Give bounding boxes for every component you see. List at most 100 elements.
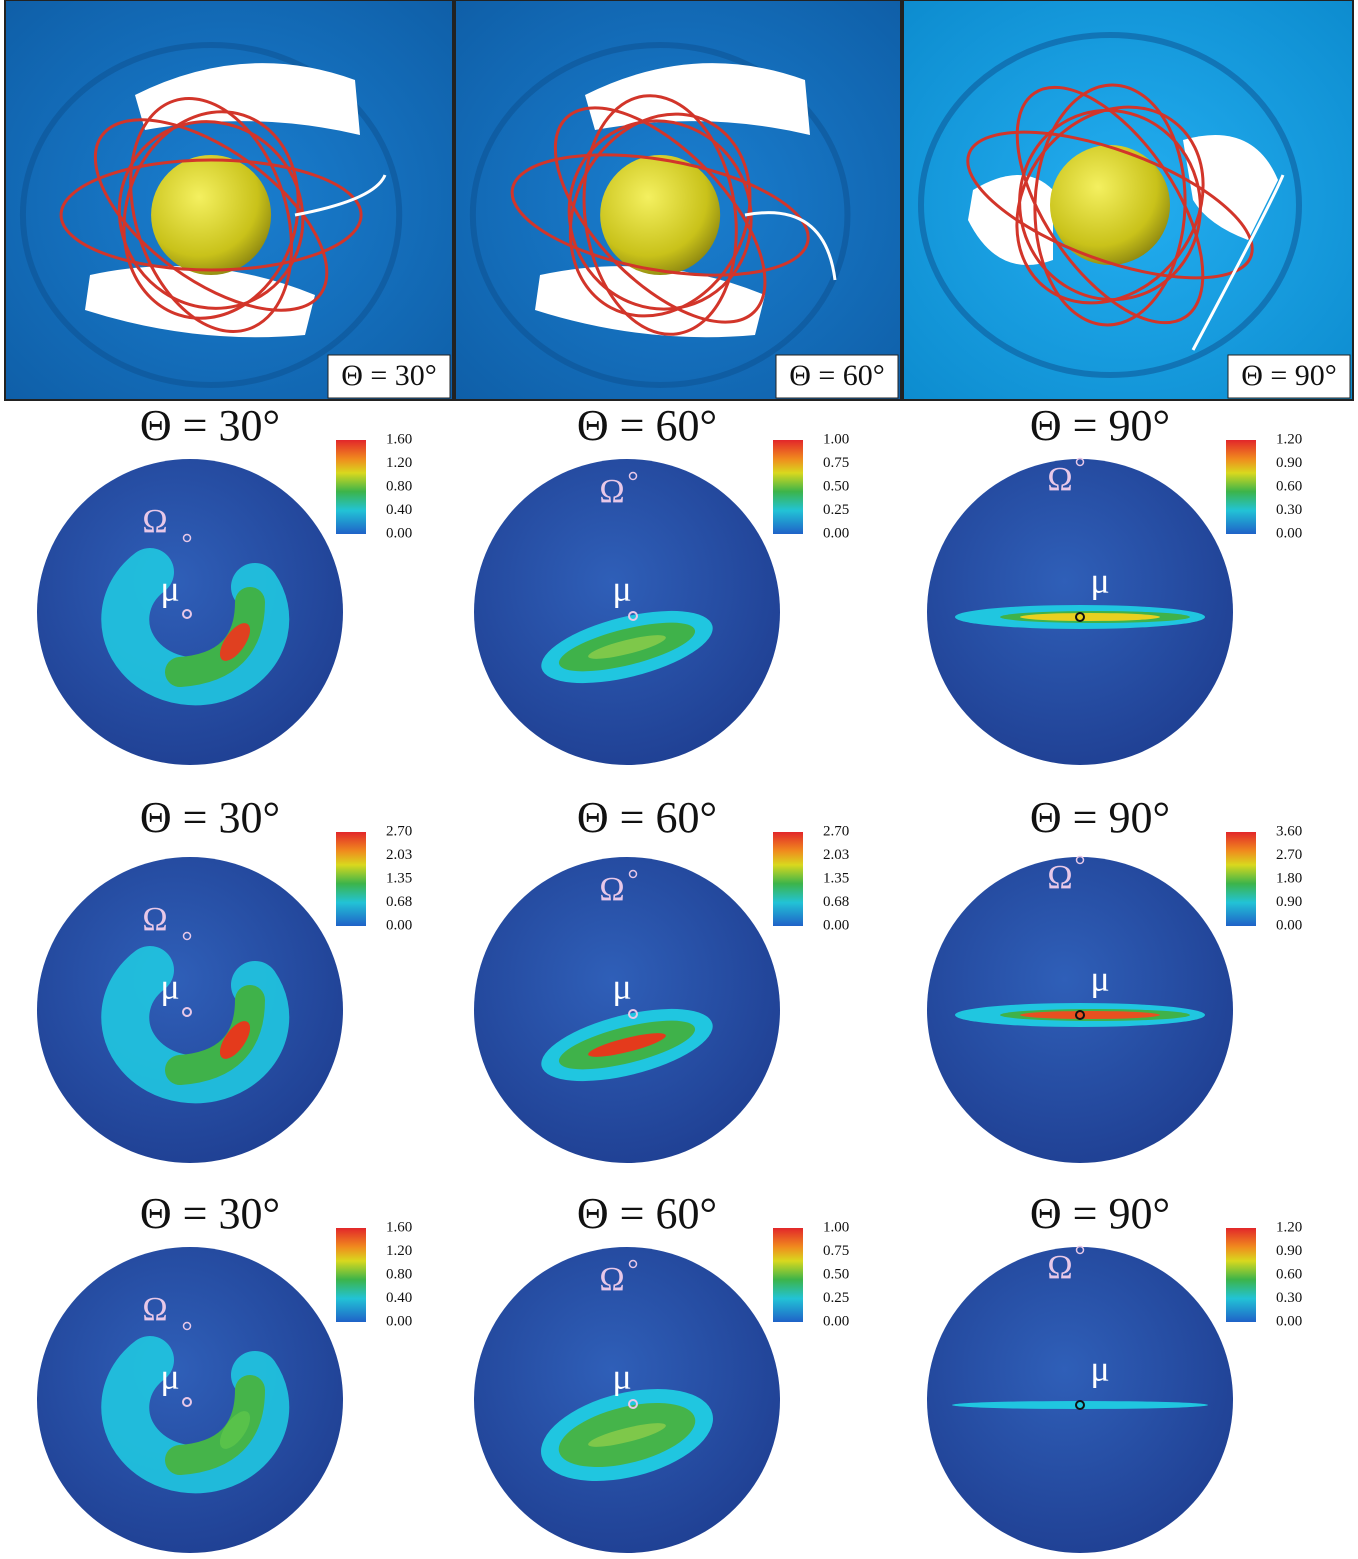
disk-panel: Θ = 30°Ωμ2.702.031.350.680.00 [37,793,412,1163]
colorbar-tick-label: 2.70 [1276,847,1302,863]
colorbar-tick-label: 0.68 [823,894,849,910]
mu-label: μ [612,1356,631,1396]
omega-label: Ω [599,1261,624,1298]
omega-label: Ω [599,871,624,908]
mu-label: μ [160,1356,179,1396]
panel-title: Θ = 60° [577,793,717,842]
disk [474,459,780,765]
colorbar [336,440,366,534]
disk-panel: Θ = 90°Ωμ1.200.900.600.300.00 [927,1189,1302,1553]
omega-label: Ω [1047,859,1072,896]
figure: Θ = 30° Θ = 60° Θ = 90° Θ = 30° Ωμ 1.60 1.20 0.… [0,0,1358,1559]
render-panel: Θ = 60° [455,0,901,400]
panel-title: Θ = 90° [1030,401,1170,450]
colorbar [336,832,366,926]
mu-label: μ [1090,1348,1109,1388]
colorbar-tick-label: 1.20 [1276,1219,1302,1235]
disk-panel: Θ = 30° Ωμ 1.60 1.20 0.80 0.40 0.00 [37,1189,412,1553]
sphere [600,155,720,275]
disk-panel: Θ = 30° Ωμ 1.60 1.20 0.80 0.40 0.00 [37,401,412,765]
panel-title: Θ = 60° [577,401,717,450]
colorbar-tick-label: 0.30 [1276,502,1302,518]
panel-title: Θ = 60° [577,1189,717,1238]
mu-label: μ [1090,958,1109,998]
colorbar-tick-label: 1.00 [823,431,849,447]
colorbar [336,1228,366,1322]
colorbar-tick-label: 0.90 [1276,894,1302,910]
render-label: Θ = 60° [789,359,885,392]
omega-label: Ω [599,473,624,510]
colorbar-tick-label: 0.00 [1276,1313,1302,1329]
colorbar-tick-label: 0.75 [823,455,849,471]
mu-label: μ [160,966,179,1006]
omega-label: Ω [1047,461,1072,498]
colorbar [773,440,803,534]
panel-title: Θ = 30° [140,1189,280,1238]
density-peak [1020,613,1160,621]
omega-label: Ω [142,503,167,540]
panel-title: Θ = 30° [140,401,280,450]
colorbar-tick-label: 0.00 [1276,525,1302,541]
density-peak [1020,1011,1160,1019]
colorbar-tick-label: 0.80 [386,478,412,494]
omega-label: Ω [1047,1249,1072,1286]
colorbar-tick-label: 1.60 [386,431,412,447]
colorbar-tick-label: 1.60 [386,1219,412,1235]
colorbar-tick-label: 2.03 [823,847,849,863]
colorbar-tick-label: 1.35 [386,870,412,886]
colorbar-tick-label: 1.35 [823,870,849,886]
colorbar-tick-label: 0.75 [823,1243,849,1259]
render-panel: Θ = 30° [5,0,453,400]
disk-panel: Θ = 90°Ωμ3.602.701.800.900.00 [927,793,1302,1163]
colorbar-tick-label: 0.80 [386,1266,412,1282]
disk-panel: Θ = 90° Ωμ 1.20 0.90 0.60 0.30 0.00 [927,401,1302,765]
colorbar-tick-label: 0.00 [823,1313,849,1329]
panel-title: Θ = 90° [1030,793,1170,842]
colorbar-tick-label: 1.20 [1276,431,1302,447]
colorbar-tick-label: 0.40 [386,1290,412,1306]
colorbar [773,1228,803,1322]
colorbar-tick-label: 1.20 [386,455,412,471]
colorbar-tick-label: 1.20 [386,1243,412,1259]
colorbar-tick-label: 0.68 [386,894,412,910]
colorbar-tick-label: 0.30 [1276,1290,1302,1306]
render-label: Θ = 90° [1241,359,1337,392]
disk-panel: Θ = 60° Ωμ 1.00 0.75 0.50 0.25 0.00 [474,1189,849,1553]
mu-label: μ [612,568,631,608]
colorbar-tick-label: 1.00 [823,1219,849,1235]
colorbar [1226,440,1256,534]
mu-label: μ [1090,560,1109,600]
colorbar-tick-label: 0.00 [823,917,849,933]
colorbar-tick-label: 0.90 [1276,455,1302,471]
disk-panel: Θ = 60° Ωμ 1.00 0.75 0.50 0.25 0.00 [474,401,849,765]
colorbar [773,832,803,926]
colorbar-tick-label: 0.00 [386,525,412,541]
colorbar-tick-label: 0.25 [823,1290,849,1306]
colorbar-tick-label: 2.70 [823,823,849,839]
colorbar-tick-label: 0.60 [1276,1266,1302,1282]
colorbar-tick-label: 0.90 [1276,1243,1302,1259]
colorbar-tick-label: 1.80 [1276,870,1302,886]
render-panel: Θ = 90° [903,0,1353,400]
omega-label: Ω [142,901,167,938]
colorbar-tick-label: 3.60 [1276,823,1302,839]
disk [474,857,780,1163]
colorbar-tick-label: 0.40 [386,502,412,518]
mu-label: μ [160,568,179,608]
colorbar-tick-label: 0.50 [823,1266,849,1282]
mu-label: μ [612,966,631,1006]
panel-title: Θ = 30° [140,793,280,842]
colorbar-tick-label: 0.00 [386,917,412,933]
density-outer [952,1401,1208,1409]
colorbar-tick-label: 0.00 [823,525,849,541]
colorbar-tick-label: 0.60 [1276,478,1302,494]
render-label: Θ = 30° [341,359,437,392]
colorbar [1226,1228,1256,1322]
colorbar-tick-label: 0.50 [823,478,849,494]
colorbar-tick-label: 0.25 [823,502,849,518]
colorbar-tick-label: 0.00 [386,1313,412,1329]
sphere [151,155,271,275]
omega-label: Ω [142,1291,167,1328]
disk-panel: Θ = 60° Ωμ 2.70 2.03 1.35 0.68 0.00 [474,793,849,1163]
colorbar-tick-label: 2.70 [386,823,412,839]
